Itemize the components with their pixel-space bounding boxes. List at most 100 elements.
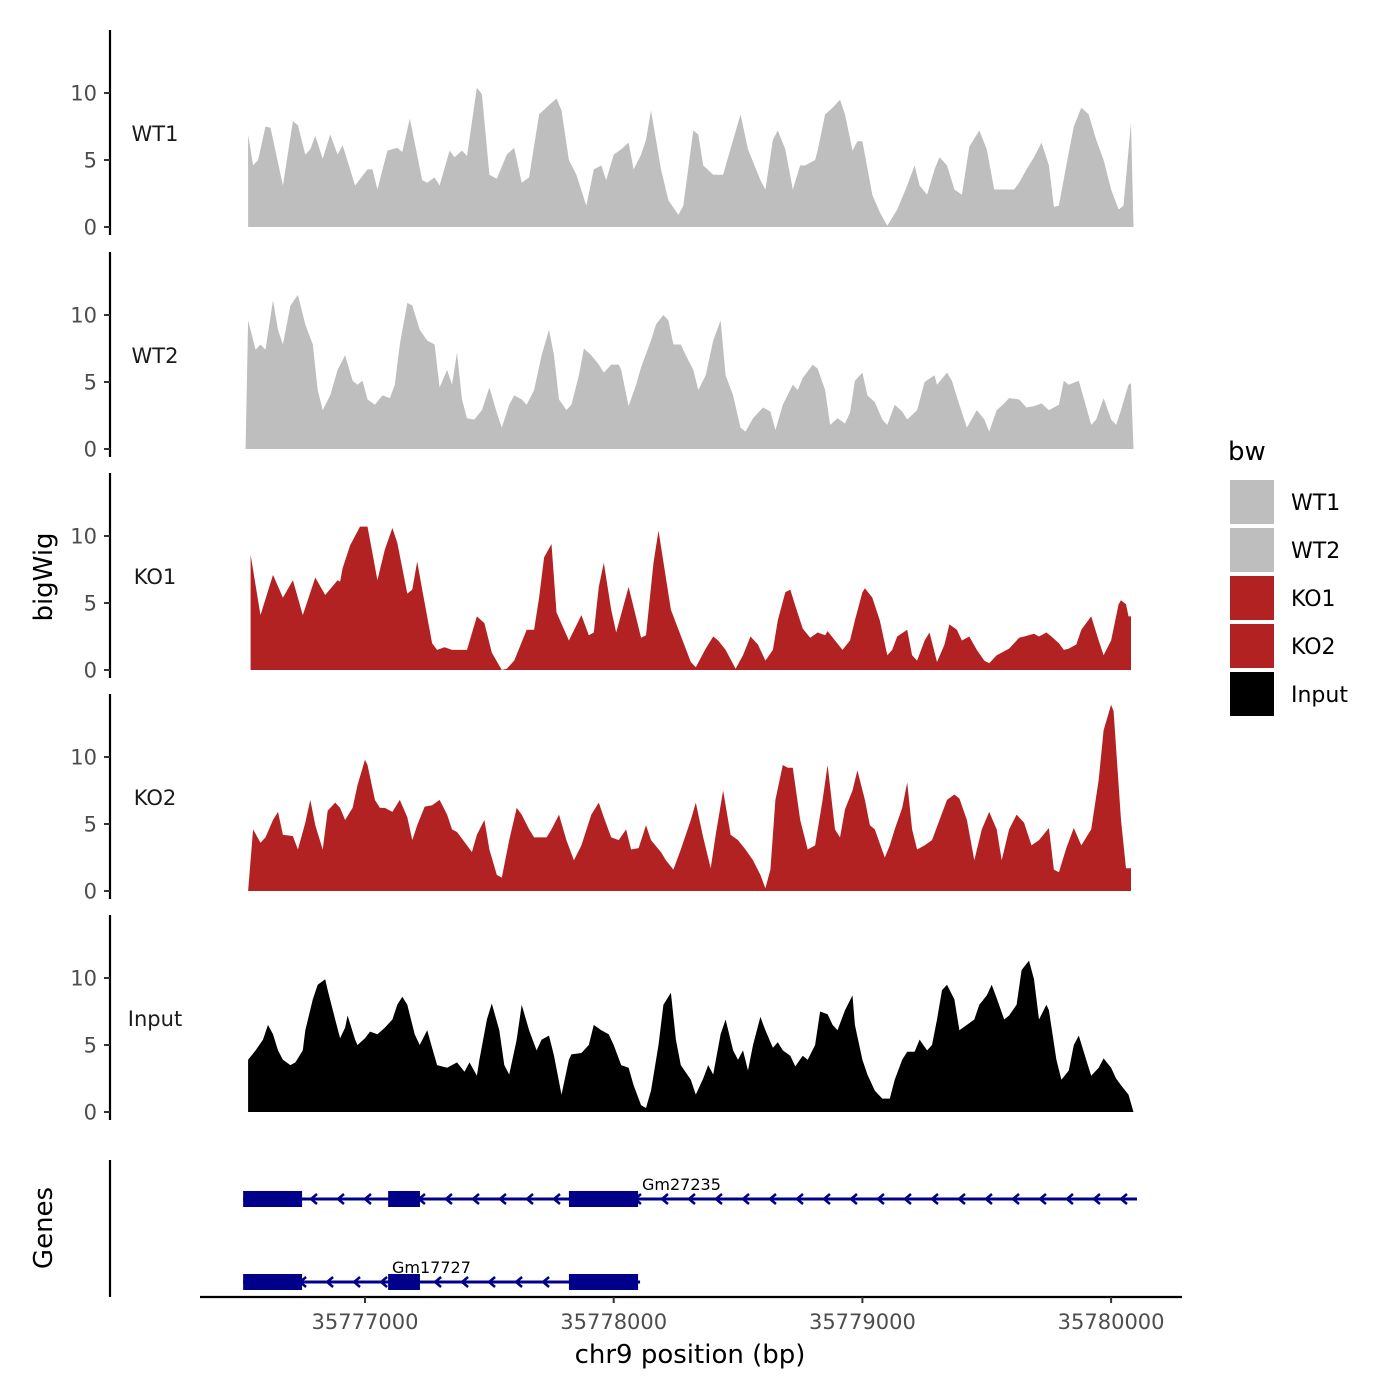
strand-arrow-icon [849, 1193, 858, 1205]
exon [388, 1191, 420, 1207]
strand-arrow-icon [984, 1193, 993, 1205]
exon [568, 1191, 639, 1207]
x-tick-label: 35779000 [809, 1310, 916, 1334]
strand-arrow-icon [379, 1276, 388, 1288]
strand-arrow-icon [309, 1193, 318, 1205]
panel-label: Input [128, 1007, 182, 1031]
strand-arrow-icon [363, 1193, 372, 1205]
x-axis-title: chr9 position (bp) [575, 1340, 806, 1370]
legend: bw WT1 WT2 KO1 KO2 Input [1228, 437, 1348, 716]
strand-arrow-icon [957, 1193, 966, 1205]
y-tick-label: 5 [84, 592, 97, 616]
area-wt2 [245, 294, 1134, 449]
legend-key [1230, 624, 1274, 668]
legend-key [1230, 672, 1274, 716]
panel-label: KO1 [134, 565, 177, 589]
strand-arrow-icon [336, 1193, 345, 1205]
strand-arrow-icon [1119, 1193, 1128, 1205]
legend-item-wt2: WT2 [1230, 528, 1340, 572]
strand-arrow-icon [1038, 1193, 1047, 1205]
strand-arrow-icon [514, 1276, 523, 1288]
strand-arrow-icon [795, 1193, 804, 1205]
strand-arrow-icon [714, 1193, 723, 1205]
strand-arrow-icon [444, 1193, 453, 1205]
track-wt1: 0 5 10 WT1 [70, 30, 1134, 240]
legend-item-ko2: KO2 [1230, 624, 1336, 668]
strand-arrow-icon [352, 1276, 361, 1288]
y-axis-title: bigWig [29, 532, 59, 621]
panel-label: WT1 [132, 122, 179, 146]
strand-arrow-icon [525, 1193, 534, 1205]
gene-track: Gm27235 Gm17727 [108, 1160, 1137, 1297]
track-wt2: 0 5 10 WT2 [70, 252, 1134, 462]
x-tick-label: 35778000 [560, 1310, 667, 1334]
strand-arrow-icon [498, 1193, 507, 1205]
strand-arrow-icon [433, 1276, 442, 1288]
signal-tracks: 0 5 10 WT1 0 5 10 WT2 0 5 10 KO1 0 5 10 KO2 0 5 10 Input [70, 30, 1134, 1125]
gene-label: Gm17727 [392, 1258, 471, 1277]
area-input [248, 960, 1134, 1112]
strand-arrow-icon [471, 1193, 480, 1205]
legend-label: WT1 [1291, 491, 1340, 516]
strand-arrow-icon [1065, 1193, 1074, 1205]
y-tick-label: 10 [70, 82, 97, 106]
genes-axis-title: Genes [29, 1187, 59, 1269]
strand-arrow-icon [876, 1193, 885, 1205]
exon [388, 1274, 420, 1290]
legend-item-input: Input [1230, 672, 1348, 716]
area-wt1 [248, 87, 1134, 227]
strand-arrow-icon [822, 1193, 831, 1205]
track-ko1: 0 5 10 KO1 [70, 473, 1132, 683]
strand-arrow-icon [460, 1276, 469, 1288]
exon [568, 1274, 639, 1290]
y-tick-label: 10 [70, 746, 97, 770]
y-tick-label: 0 [84, 438, 97, 462]
y-tick-label: 10 [70, 967, 97, 991]
y-tick-label: 10 [70, 304, 97, 328]
x-tick-label: 35780000 [1058, 1310, 1165, 1334]
strand-arrow-icon [768, 1193, 777, 1205]
gene-gm27235[interactable]: Gm27235 [243, 1175, 1137, 1207]
strand-arrow-icon [930, 1193, 939, 1205]
gene-gm17727[interactable]: Gm17727 [243, 1258, 641, 1290]
area-ko1 [250, 526, 1132, 670]
legend-label: WT2 [1291, 539, 1340, 564]
y-tick-label: 5 [84, 1034, 97, 1058]
panel-label: KO2 [134, 786, 177, 810]
y-tick-label: 10 [70, 525, 97, 549]
y-tick-label: 5 [84, 371, 97, 395]
x-tick-label: 35777000 [312, 1310, 419, 1334]
legend-title: bw [1228, 437, 1266, 467]
legend-item-wt1: WT1 [1230, 480, 1340, 524]
y-tick-label: 0 [84, 1101, 97, 1125]
strand-arrow-icon [660, 1193, 669, 1205]
track-ko2: 0 5 10 KO2 [70, 694, 1132, 904]
panel-label: WT2 [132, 344, 179, 368]
strand-arrow-icon [1092, 1193, 1101, 1205]
strand-arrow-icon [487, 1276, 496, 1288]
y-tick-label: 5 [84, 149, 97, 173]
legend-label: KO2 [1291, 635, 1336, 660]
x-axis: 35777000 35778000 35779000 35780000 [200, 1295, 1182, 1334]
y-tick-label: 0 [84, 216, 97, 240]
y-tick-label: 0 [84, 659, 97, 683]
strand-arrow-icon [552, 1193, 561, 1205]
legend-label: Input [1291, 683, 1348, 708]
strand-arrow-icon [325, 1276, 334, 1288]
exon [243, 1191, 303, 1207]
legend-label: KO1 [1291, 587, 1336, 612]
gene-label: Gm27235 [642, 1175, 721, 1194]
strand-arrow-icon [687, 1193, 696, 1205]
exon [243, 1274, 303, 1290]
strand-arrow-icon [903, 1193, 912, 1205]
strand-arrow-icon [541, 1276, 550, 1288]
legend-key [1230, 480, 1274, 524]
strand-arrow-icon [1011, 1193, 1020, 1205]
legend-key [1230, 576, 1274, 620]
y-tick-label: 0 [84, 880, 97, 904]
area-ko2 [248, 704, 1132, 891]
legend-key [1230, 528, 1274, 572]
strand-arrow-icon [741, 1193, 750, 1205]
